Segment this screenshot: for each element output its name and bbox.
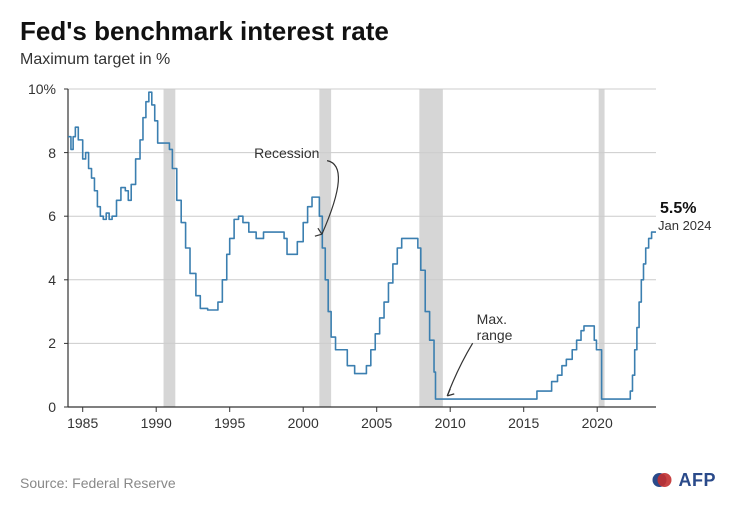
chart-subtitle: Maximum target in % xyxy=(20,51,716,69)
x-axis-label: 1985 xyxy=(67,415,98,431)
y-axis-label: 4 xyxy=(20,272,56,288)
recession-annotation: Recession xyxy=(254,145,319,161)
afp-logo-text: AFP xyxy=(679,470,717,491)
x-axis-label: 1990 xyxy=(141,415,172,431)
y-axis-label: 8 xyxy=(20,145,56,161)
afp-logo: AFP xyxy=(651,469,717,491)
maxrange-annotation: Max.range xyxy=(477,311,513,343)
source-label: Source: Federal Reserve xyxy=(20,475,176,491)
y-axis-label: 6 xyxy=(20,208,56,224)
end-date-label: Jan 2024 xyxy=(658,218,712,233)
x-axis-label: 2005 xyxy=(361,415,392,431)
chart-area: 0 2 4 6 8 10% 1985 1990 1995 2000 2005 2010 2015 2020… xyxy=(20,77,716,437)
chart-title: Fed's benchmark interest rate xyxy=(20,16,716,47)
y-axis-label: 0 xyxy=(20,399,56,415)
afp-logo-icon xyxy=(651,469,673,491)
y-axis-label: 2 xyxy=(20,335,56,351)
x-axis-label: 1995 xyxy=(214,415,245,431)
x-axis-label: 2015 xyxy=(508,415,539,431)
x-axis-label: 2020 xyxy=(582,415,613,431)
chart-svg xyxy=(20,77,716,437)
x-axis-label: 2010 xyxy=(435,415,466,431)
x-axis-label: 2000 xyxy=(288,415,319,431)
y-axis-label: 10% xyxy=(20,81,56,97)
end-value-label: 5.5% xyxy=(660,200,696,218)
